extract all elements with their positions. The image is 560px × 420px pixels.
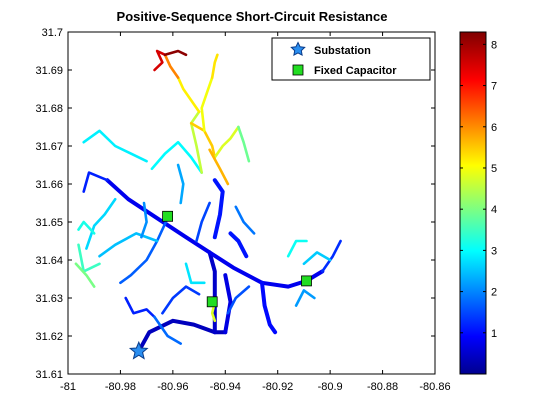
- feeder-segment-12: [82, 129, 148, 163]
- feeder-segment-25: [260, 280, 278, 335]
- colorbar-tick-label-3: 4: [491, 204, 497, 216]
- y-tick-label-9: 31.7: [42, 27, 63, 39]
- feeder-segment-37: [234, 205, 256, 235]
- y-tick-label-1: 31.62: [35, 331, 63, 343]
- x-tick-label-0: -81: [60, 381, 76, 393]
- colorbar-tick-label-2: 3: [491, 245, 497, 257]
- feeder-segment-19: [213, 125, 240, 159]
- feeder-segment-17: [163, 49, 188, 57]
- y-tick-label-6: 31.67: [35, 141, 63, 153]
- feeder-network: [74, 49, 342, 354]
- y-tick-label-3: 31.64: [35, 255, 63, 267]
- feeder-segment-21: [210, 53, 219, 79]
- legend-label-substation: Substation: [314, 45, 371, 57]
- x-tick-label-2: -80.96: [157, 381, 188, 393]
- legend-label-capacitor: Fixed Capacitor: [314, 65, 397, 77]
- plot-area: [67, 31, 436, 375]
- y-tick-label-0: 31.61: [35, 369, 63, 381]
- feeder-segment-27: [286, 239, 308, 258]
- capacitor-marker-2: [301, 275, 312, 287]
- feeder-segment-32: [77, 220, 96, 235]
- feeder-segment-5: [223, 273, 233, 335]
- feeder-segment-14: [176, 76, 201, 114]
- colorbar-tick-label-5: 6: [491, 122, 497, 134]
- feeder-segment-18: [189, 121, 217, 159]
- feeder-segment-7: [119, 216, 169, 285]
- y-tick-label-7: 31.68: [35, 103, 63, 115]
- x-tick-label-1: -80.98: [105, 381, 136, 393]
- colorbar-tick-label-4: 5: [491, 163, 497, 175]
- feeder-segment-39: [226, 285, 251, 315]
- x-tick-label-3: -80.94: [210, 381, 241, 393]
- capacitor-marker-0: [162, 210, 174, 222]
- x-tick-label-7: -80.86: [419, 381, 450, 393]
- y-tick-label-4: 31.65: [35, 217, 63, 229]
- feeder-segment-2: [105, 178, 212, 255]
- device-markers: [128, 210, 312, 360]
- feeder-segment-31: [153, 315, 182, 345]
- colorbar-ticks: 1 2 3 4 5 6 7 8: [460, 39, 497, 340]
- x-tick-label-6: -80.88: [367, 381, 398, 393]
- legend-square-icon: [292, 64, 304, 76]
- feeder-segment-40: [294, 289, 316, 307]
- feeder-segment-34: [140, 201, 148, 239]
- feeder-segment-36: [195, 201, 211, 243]
- legend-star-icon: [290, 41, 306, 57]
- feeder-segment-13: [189, 110, 203, 174]
- feeder-segment-4: [212, 178, 225, 240]
- x-tick-label-5: -80.9: [318, 381, 343, 393]
- feeder-segment-20: [200, 76, 214, 133]
- feeder-segment-15: [163, 53, 180, 79]
- colorbar-tick-label-6: 7: [491, 81, 497, 93]
- colorbar-tick-label-7: 8: [491, 39, 497, 51]
- y-tick-label-2: 31.63: [35, 293, 63, 305]
- feeder-segment-11: [150, 140, 203, 174]
- feeder-segment-28: [302, 251, 332, 266]
- colorbar-tick-label-0: 1: [491, 328, 497, 340]
- axis-ticks: -81 -80.98 -80.96 -80.94 -80.92 -80.9 -80.88 -8…: [35, 27, 450, 393]
- feeder-segment-33: [74, 262, 96, 288]
- feeder-segment-38: [184, 262, 206, 285]
- feeder-segment-22: [237, 125, 251, 163]
- legend: Substation Fixed Capacitor: [271, 37, 431, 81]
- substation-marker: [128, 340, 149, 360]
- feeder-segment-30: [124, 296, 156, 319]
- feeder-segment-6: [82, 171, 109, 193]
- y-tick-label-5: 31.66: [35, 179, 63, 191]
- chart-title: Positive-Sequence Short-Circuit Resistan…: [117, 9, 388, 24]
- capacitor-marker-1: [206, 296, 218, 308]
- colorbar: 1 2 3 4 5 6 7 8: [459, 31, 497, 375]
- colorbar-tick-label-1: 2: [491, 287, 497, 299]
- feeder-segment-29: [161, 285, 201, 315]
- feeder-segment-23: [208, 148, 230, 186]
- colorbar-gradient: [459, 31, 487, 375]
- x-tick-label-4: -80.92: [262, 381, 293, 393]
- feeder-segment-8: [98, 232, 159, 258]
- feeder-segment-9: [85, 197, 117, 250]
- feeder-segment-26: [321, 239, 342, 273]
- feeder-segment-24: [228, 231, 249, 259]
- feeder-segment-35: [176, 163, 185, 205]
- y-tick-label-8: 31.69: [35, 65, 63, 77]
- feeder-segment-16: [153, 49, 167, 72]
